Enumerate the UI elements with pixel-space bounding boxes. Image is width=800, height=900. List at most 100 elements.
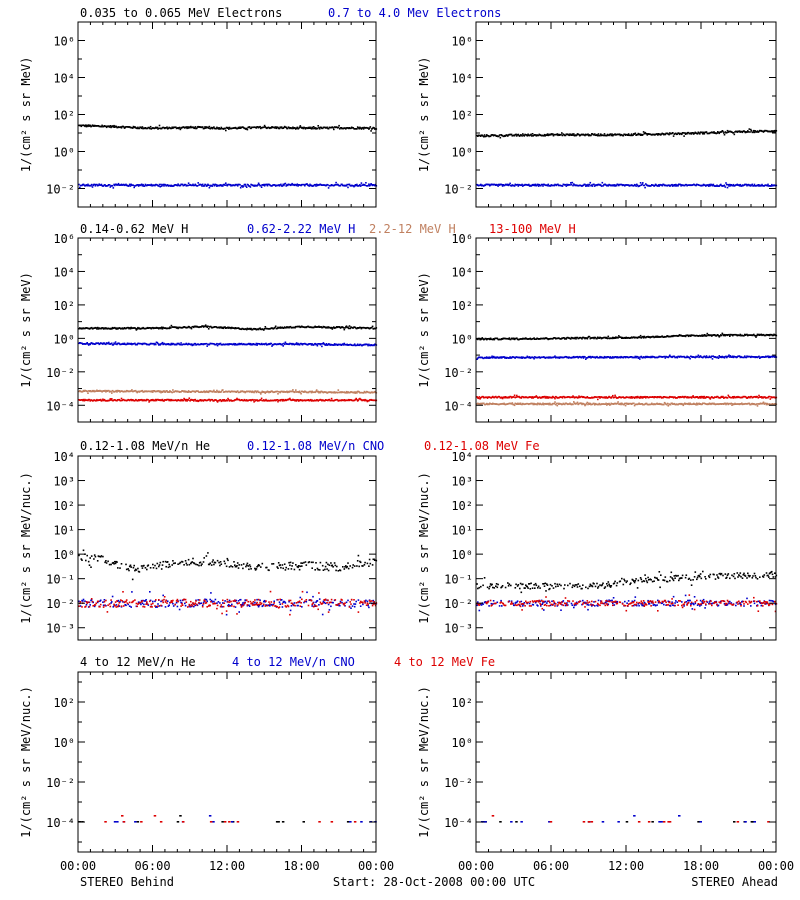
data-point (669, 403, 672, 406)
data-point (263, 183, 265, 186)
data-point (364, 398, 366, 401)
data-point (330, 397, 333, 400)
data-point (295, 399, 297, 401)
data-point (547, 183, 550, 186)
data-point (587, 133, 589, 135)
data-point (86, 342, 88, 344)
data-point (624, 402, 626, 405)
data-point (722, 395, 724, 398)
data-point (487, 357, 490, 359)
data-point (141, 185, 144, 187)
data-point (672, 132, 674, 134)
data-point (345, 325, 348, 327)
data-point (314, 127, 316, 129)
data-point (544, 397, 547, 399)
data-point (723, 333, 726, 336)
data-point (708, 183, 711, 186)
data-point (605, 402, 607, 405)
data-point (324, 127, 327, 129)
data-point (100, 125, 103, 128)
data-point (582, 355, 584, 358)
data-point (603, 134, 605, 137)
data-point (283, 126, 285, 129)
data-point (762, 401, 765, 404)
data-point (496, 337, 499, 340)
data-point (578, 395, 580, 397)
data-point (696, 396, 699, 398)
data-point (526, 135, 529, 137)
data-point (295, 389, 297, 391)
data-point (282, 183, 284, 186)
data-point (575, 338, 577, 340)
data-point (201, 185, 203, 187)
data-point (750, 130, 753, 132)
data-point (239, 391, 241, 393)
data-point (293, 399, 296, 401)
data-point (295, 400, 298, 402)
data-point (217, 128, 220, 130)
data-point (668, 133, 670, 136)
data-point (508, 357, 511, 359)
data-point (177, 327, 179, 330)
data-point (203, 185, 205, 187)
data-point (728, 333, 730, 336)
data-point (711, 355, 713, 358)
data-point (312, 126, 315, 128)
data-point (518, 395, 520, 398)
data-point (223, 399, 226, 401)
data-point (741, 402, 743, 405)
y-tick-label: 10⁰ (451, 146, 473, 160)
data-point (213, 184, 216, 187)
data-point (603, 357, 605, 359)
data-point (87, 124, 90, 126)
data-point (605, 396, 607, 398)
data-point (698, 396, 700, 399)
data-point (573, 133, 575, 135)
data-point (111, 184, 114, 187)
data-point (553, 403, 556, 405)
data-point (359, 343, 362, 346)
data-point (125, 183, 127, 186)
data-point (215, 343, 217, 346)
data-point (738, 334, 741, 337)
data-point (663, 183, 665, 186)
data-point (269, 391, 272, 393)
data-point (635, 396, 637, 398)
data-point (309, 390, 312, 393)
data-point (118, 390, 121, 392)
data-point (753, 183, 756, 186)
data-point (315, 185, 317, 187)
data-point (204, 126, 206, 128)
data-point (150, 183, 153, 186)
data-point (319, 391, 322, 394)
data-point (286, 184, 289, 187)
data-point (490, 356, 493, 359)
data-point (603, 355, 606, 358)
data-point (681, 403, 684, 406)
data-point (695, 184, 697, 187)
data-point (635, 185, 637, 187)
data-point (727, 355, 730, 358)
data-point (691, 396, 694, 398)
data-point (142, 183, 144, 186)
data-point (158, 183, 161, 186)
data-point (602, 185, 604, 187)
data-point (707, 184, 709, 186)
series-2 (476, 181, 778, 189)
data-point (729, 356, 731, 358)
data-point (774, 129, 776, 132)
data-point (82, 390, 84, 393)
data-point (191, 344, 194, 347)
data-point (292, 127, 295, 130)
data-point (675, 183, 677, 186)
data-point (263, 185, 266, 187)
data-point (140, 398, 143, 401)
data-point (157, 342, 159, 345)
data-point (585, 185, 587, 187)
data-point (586, 401, 589, 404)
data-point (726, 183, 728, 186)
data-point (716, 132, 718, 134)
data-point (112, 126, 115, 128)
data-point (596, 133, 598, 136)
